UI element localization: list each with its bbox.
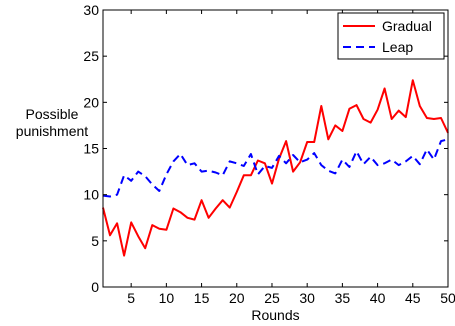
y-tick-label: 10 (83, 187, 99, 203)
y-tick-label: 20 (83, 94, 99, 110)
legend-label-gradual: Gradual (382, 18, 432, 34)
x-tick-label: 35 (335, 290, 351, 306)
y-tick-label: 25 (83, 48, 99, 64)
x-axis-ticks: 5 10 15 20 25 30 35 40 45 50 (127, 10, 455, 306)
x-tick-label: 45 (405, 290, 421, 306)
legend-box (337, 12, 445, 60)
x-axis-label: Rounds (251, 307, 299, 323)
x-tick-label: 50 (440, 290, 455, 306)
x-tick-label: 40 (370, 290, 386, 306)
x-tick-label: 10 (159, 290, 175, 306)
legend: Gradual Leap (337, 12, 445, 60)
series-line-gradual (102, 79, 449, 257)
y-axis-ticks: 0 5 10 15 20 25 30 (83, 2, 448, 295)
x-tick-label: 15 (194, 290, 210, 306)
legend-label-leap: Leap (382, 39, 413, 55)
y-axis-label-line-1: Possible (26, 106, 79, 122)
y-tick-label: 15 (83, 141, 99, 157)
plot-lines (102, 79, 449, 257)
y-tick-label: 5 (91, 233, 99, 249)
x-tick-label: 25 (264, 290, 280, 306)
x-tick-label: 30 (299, 290, 315, 306)
y-tick-label: 30 (83, 2, 99, 18)
y-tick-label: 0 (91, 279, 99, 295)
x-tick-label: 5 (127, 290, 135, 306)
x-tick-label: 20 (229, 290, 245, 306)
y-axis-label-line-2: punishment (16, 123, 88, 139)
